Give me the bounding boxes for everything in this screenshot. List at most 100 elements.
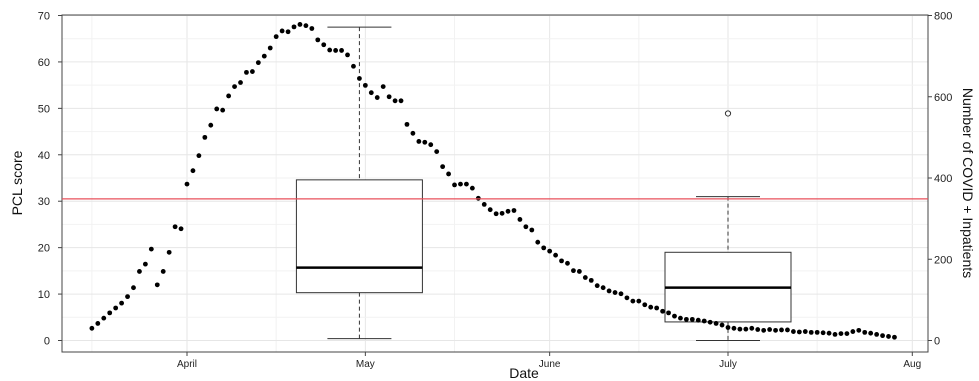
data-point	[321, 42, 327, 48]
y-right-tick-label: 800	[934, 11, 952, 23]
data-point	[392, 98, 398, 104]
data-point	[571, 268, 576, 274]
data-point	[767, 327, 773, 332]
y-left-tick-label: 0	[44, 336, 50, 348]
data-point	[142, 261, 148, 267]
data-point	[386, 94, 392, 100]
data-point	[886, 334, 891, 339]
data-point	[553, 252, 558, 258]
data-point	[624, 295, 630, 301]
data-point	[398, 98, 404, 104]
data-point	[154, 282, 160, 288]
data-point	[719, 322, 725, 328]
data-point	[255, 60, 261, 66]
data-point	[250, 69, 255, 74]
data-point	[844, 331, 850, 336]
data-point	[541, 245, 547, 251]
data-point	[297, 22, 303, 27]
data-point	[737, 326, 743, 332]
data-point	[339, 48, 344, 53]
y-right-tick-label: 600	[934, 92, 952, 104]
data-point	[773, 327, 778, 333]
data-point	[95, 321, 101, 326]
data-point	[113, 305, 119, 311]
data-point	[701, 318, 707, 324]
data-point	[351, 63, 356, 69]
data-point	[862, 329, 868, 335]
data-point	[487, 207, 493, 213]
boxplots	[295, 26, 792, 341]
data-point	[184, 181, 190, 187]
data-point	[458, 181, 463, 187]
data-point	[689, 316, 695, 322]
data-point	[469, 185, 475, 191]
data-point	[137, 269, 142, 274]
plot-frame	[61, 14, 929, 353]
data-point	[582, 275, 588, 280]
y-right-tick-label: 0	[934, 336, 940, 348]
data-point	[892, 334, 897, 340]
data-point	[232, 84, 237, 89]
y-axis-left: 0 10 20 30 40 50 60 70	[38, 11, 62, 348]
data-point	[856, 327, 862, 333]
y-right-tick-label: 200	[934, 254, 952, 266]
data-point	[755, 327, 761, 332]
data-point	[89, 325, 95, 331]
y-axis-right: 0 200 400 600 800	[928, 11, 952, 348]
data-point	[820, 330, 826, 336]
data-point	[452, 182, 457, 188]
data-point	[678, 315, 683, 321]
data-point	[499, 210, 505, 216]
data-point	[511, 208, 517, 213]
data-point	[832, 332, 838, 337]
data-point	[868, 330, 874, 336]
data-point	[559, 258, 564, 264]
data-point	[148, 246, 154, 252]
data-point	[368, 90, 374, 96]
data-point	[761, 327, 767, 333]
data-point	[588, 277, 594, 283]
data-point	[725, 325, 731, 330]
data-point	[434, 149, 440, 154]
data-point	[125, 294, 130, 300]
data-point	[660, 308, 665, 314]
data-point	[440, 164, 446, 170]
data-point	[464, 181, 469, 187]
data-point	[202, 134, 208, 140]
y-left-tick-label: 50	[38, 103, 50, 115]
data-point	[695, 317, 701, 323]
data-point	[642, 302, 648, 308]
data-point	[779, 327, 784, 333]
data-point	[357, 76, 362, 81]
data-point	[493, 211, 499, 217]
x-axis-title: Date	[509, 365, 539, 381]
data-point	[517, 217, 523, 222]
data-point	[327, 47, 333, 53]
data-point	[707, 319, 713, 325]
data-point	[333, 48, 339, 53]
data-point	[238, 80, 243, 85]
data-point	[606, 288, 612, 294]
data-point	[172, 224, 178, 230]
data-point	[428, 142, 434, 148]
data-point	[749, 325, 755, 331]
data-point	[416, 139, 422, 144]
data-point	[594, 283, 600, 289]
data-point	[850, 329, 856, 334]
y-left-tick-label: 30	[38, 196, 50, 208]
data-point	[166, 249, 172, 255]
data-point	[362, 82, 368, 88]
data-point	[636, 298, 642, 304]
data-point	[273, 34, 279, 40]
x-tick-label: April	[177, 359, 197, 370]
data-point	[826, 330, 832, 336]
data-point	[208, 122, 214, 128]
data-point	[178, 226, 184, 232]
data-point	[446, 171, 451, 177]
data-point	[791, 329, 796, 334]
data-point	[576, 269, 582, 274]
x-tick-label: May	[356, 359, 375, 370]
data-point	[309, 26, 315, 31]
